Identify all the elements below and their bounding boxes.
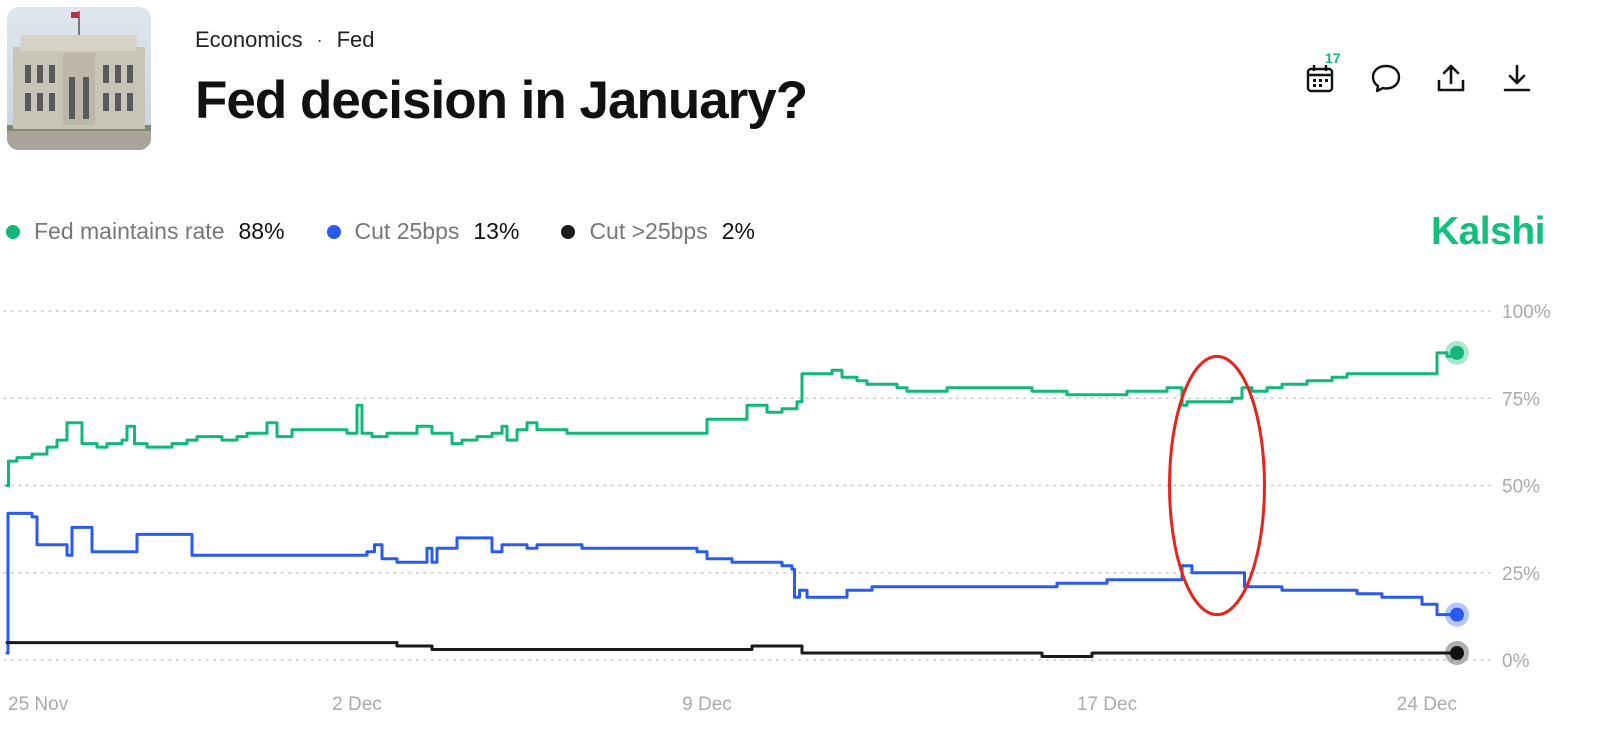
series-line-cut-over-25bps <box>5 641 1459 658</box>
federal-reserve-building-image <box>7 7 151 150</box>
endpoint-dot-cut-25bps <box>1450 607 1464 622</box>
legend-item-cut-25[interactable]: Cut 25bps 13% <box>326 218 520 245</box>
share-icon <box>1437 64 1465 92</box>
legend-value: 2% <box>721 218 755 244</box>
chart-legend: Fed maintains rate 88% Cut 25bps 13% Cut… <box>6 218 797 245</box>
breadcrumb-subcategory[interactable]: Fed <box>336 27 375 52</box>
y-tick-label: 75% <box>1502 389 1540 410</box>
chart-endpoints <box>1445 340 1469 666</box>
page-title: Fed decision in January? <box>195 71 808 130</box>
legend-swatch <box>561 224 576 239</box>
legend-item-fed-maintains[interactable]: Fed maintains rate 88% <box>6 218 285 245</box>
y-tick-label: 50% <box>1502 477 1540 498</box>
x-tick-label: 2 Dec <box>332 694 382 715</box>
chart-grid <box>3 310 1491 661</box>
y-tick-label: 0% <box>1502 651 1530 672</box>
series-line-fed-maintains-rate <box>5 351 1459 487</box>
legend-label: Cut >25bps <box>589 218 708 244</box>
calendar-button[interactable]: 17 <box>1300 50 1341 100</box>
share-button[interactable] <box>1431 56 1471 100</box>
kalshi-logo[interactable]: Kalshi <box>1430 210 1546 253</box>
legend-swatch <box>326 224 341 239</box>
chart-annotations <box>1168 354 1266 617</box>
legend-value: 88% <box>238 218 285 244</box>
legend-value: 13% <box>473 218 520 244</box>
comment-button[interactable] <box>1366 56 1406 100</box>
comment-icon <box>1371 64 1401 93</box>
breadcrumb: Economics · Fed <box>195 27 375 53</box>
legend-swatch <box>6 224 20 239</box>
download-button[interactable] <box>1497 56 1537 100</box>
market-thumbnail <box>7 7 151 150</box>
breadcrumb-separator: · <box>316 29 323 50</box>
legend-label: Cut 25bps <box>354 218 460 244</box>
x-tick-label: 9 Dec <box>682 694 732 715</box>
highlight-ellipse <box>1168 354 1266 617</box>
chart-series <box>5 351 1459 658</box>
y-tick-label: 25% <box>1502 564 1540 585</box>
x-tick-label: 24 Dec <box>1397 694 1457 715</box>
probability-line-chart[interactable]: 100% 75% 50% 25% 0% 25 Nov 2 Dec 9 Dec 17 Dec 24… <box>0 290 1600 742</box>
y-tick-label: 100% <box>1502 302 1551 323</box>
x-tick-label: 25 Nov <box>8 694 69 715</box>
x-axis-ticks: 25 Nov 2 Dec 9 Dec 17 Dec 24 Dec <box>8 694 1457 715</box>
series-line-cut-25bps <box>5 511 1459 655</box>
legend-label: Fed maintains rate <box>34 218 225 244</box>
y-axis-ticks: 100% 75% 50% 25% 0% <box>1502 302 1551 672</box>
calendar-badge: 17 <box>1325 50 1341 66</box>
legend-item-cut-over-25[interactable]: Cut >25bps 2% <box>561 218 755 245</box>
download-icon <box>1503 64 1531 92</box>
endpoint-dot-fed-maintains-rate <box>1450 345 1464 360</box>
x-tick-label: 17 Dec <box>1077 694 1137 715</box>
endpoint-dot-cut-over-25bps <box>1450 646 1464 661</box>
breadcrumb-category[interactable]: Economics <box>195 27 303 52</box>
calendar-icon <box>1306 65 1334 93</box>
